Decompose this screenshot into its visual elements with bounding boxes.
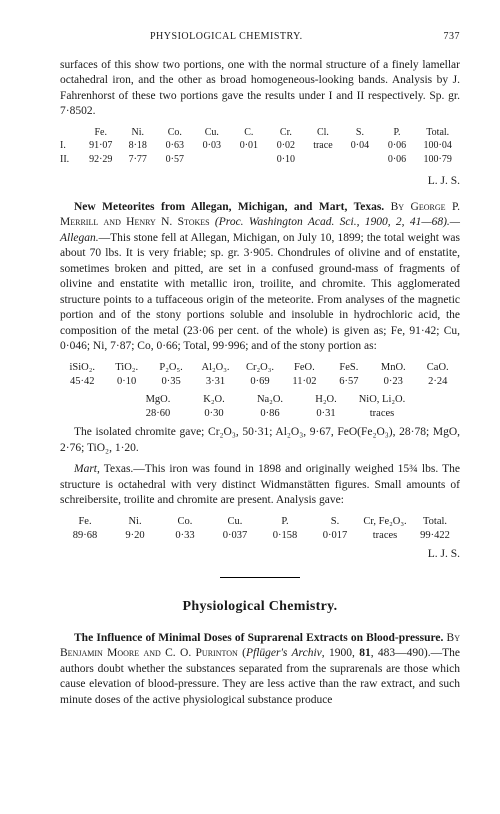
analysis-table-3: Fe. Ni. Co. Cu. P. S. Cr, Fe₂O₃. Total. … <box>60 515 460 543</box>
composition-table-b: MgO. K₂O. Na₂O. H₂O. NiO, Li₂O. 28·60 0·… <box>130 393 410 421</box>
article-title: New Meteorites from Allegan, Michigan, a… <box>74 201 384 213</box>
paragraph: surfaces of this show two portions, one … <box>60 58 460 120</box>
article-reference: (Proc. Washington Acad. Sci., 1900, 2, 4… <box>215 216 450 228</box>
article-paragraph: The Influence of Minimal Doses of Suprar… <box>60 631 460 709</box>
section-rule <box>220 577 300 578</box>
paragraph: Mart, Texas.—This iron was found in 1898… <box>60 462 460 509</box>
page-number: 737 <box>444 30 461 44</box>
article-reference: (Pflüger's Archiv, 1900, 81, 483—490). <box>242 647 431 659</box>
article-title: The Influence of Minimal Doses of Suprar… <box>74 632 443 644</box>
composition-table-a: iSiO₂. TiO₂. P₂O₅. Al₂O₃. Cr₂O₃. FeO. Fe… <box>60 361 460 389</box>
article-body: —This stone fell at Allegan, Michigan, o… <box>60 232 460 353</box>
section-heading: Physiological Chemistry. <box>60 598 460 617</box>
location-italic: Mart <box>74 463 97 475</box>
article-paragraph: New Meteorites from Allegan, Michigan, a… <box>60 200 460 355</box>
paragraph: The isolated chromite gave; Cr₂O₃, 50·31… <box>60 425 460 456</box>
author-initials: L. J. S. <box>60 174 460 190</box>
paragraph-body: , Texas.—This iron was found in 1898 and… <box>60 463 460 506</box>
analysis-table-1: Fe. Ni. Co. Cu. C. Cr. Cl. S. P. Total. … <box>60 126 460 167</box>
author-initials: L. J. S. <box>60 547 460 563</box>
running-head: PHYSIOLOGICAL CHEMISTRY. <box>150 30 303 44</box>
